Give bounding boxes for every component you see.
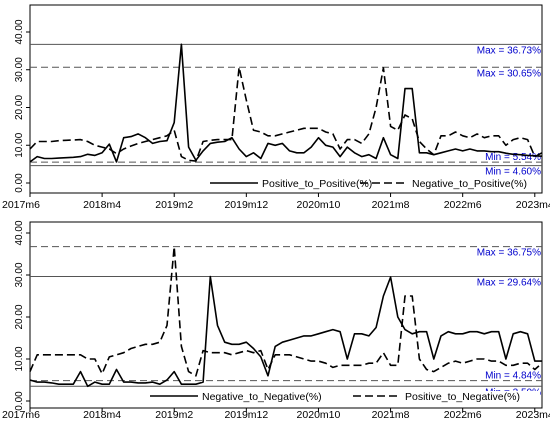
series-line-2 xyxy=(29,66,543,162)
legend-label-2: Positive_to_Negative(%) xyxy=(405,391,520,403)
plot-frame xyxy=(29,221,543,409)
series-line-1 xyxy=(29,43,543,163)
x-tick-label: 2022m6 xyxy=(444,409,482,421)
legend-background xyxy=(180,178,540,191)
y-tick-label: 30.00 xyxy=(14,262,25,287)
legend-label-1: Positive_to_Positive(%) xyxy=(262,178,372,190)
x-tick-label: 2019m2 xyxy=(155,199,193,211)
x-tick-label: 2017m6 xyxy=(2,199,40,211)
x-tick-label: 2019m12 xyxy=(224,199,268,211)
y-tick-label: 40.00 xyxy=(14,220,25,245)
x-tick-label: 2017m6 xyxy=(2,409,40,421)
series-line-1 xyxy=(29,275,542,388)
top-panel: 0.00 10.00 20.00 30.00 40.00 2017m6 2018m4 2019… xyxy=(2,4,550,211)
x-tick-label: 2021m8 xyxy=(372,409,410,421)
series-line-2 xyxy=(29,245,543,377)
x-tick-label: 2019m2 xyxy=(155,409,193,421)
reference-label: Min = 4.84% xyxy=(485,371,541,382)
y-tick-label: 10.00 xyxy=(14,346,25,371)
reference-label: Min = 5.54% xyxy=(485,152,541,163)
x-tick-label: 2023m4 xyxy=(516,409,550,421)
x-tick-label: 2022m6 xyxy=(444,199,482,211)
y-tick-label: 0.00 xyxy=(14,391,25,411)
legend-label-1: Negative_to_Negative(%) xyxy=(202,391,322,403)
x-tick-label: 2021m8 xyxy=(372,199,410,211)
x-tick-label: 2019m12 xyxy=(224,409,268,421)
legend-label-2: Negative_to_Positive(%) xyxy=(412,178,527,190)
x-tick-label: 2020m10 xyxy=(297,199,341,211)
legend-background xyxy=(180,391,540,404)
x-tick-label: 2018m4 xyxy=(83,199,121,211)
reference-label: Max = 36.73% xyxy=(477,45,541,56)
reference-label: Min = 4.60% xyxy=(485,167,541,178)
reference-label: Max = 36.75% xyxy=(477,248,541,259)
x-tick-label: 2018m4 xyxy=(83,409,121,421)
y-tick-label: 0.00 xyxy=(14,173,25,193)
y-tick-label: 30.00 xyxy=(14,57,25,82)
reference-label: Max = 29.64% xyxy=(477,278,541,289)
bottom-panel: 0.00 10.00 20.00 30.00 40.00 2017m6 2018m4 2019… xyxy=(2,220,550,421)
y-tick-label: 40.00 xyxy=(14,19,25,44)
y-tick-label: 20.00 xyxy=(14,304,25,329)
x-tick-label: 2023m4 xyxy=(516,199,550,211)
x-tick-label: 2020m10 xyxy=(297,409,341,421)
plot-frame xyxy=(29,4,543,194)
y-tick-label: 20.00 xyxy=(14,95,25,120)
y-tick-label: 10.00 xyxy=(14,132,25,157)
reference-label: Max = 30.65% xyxy=(477,68,541,79)
